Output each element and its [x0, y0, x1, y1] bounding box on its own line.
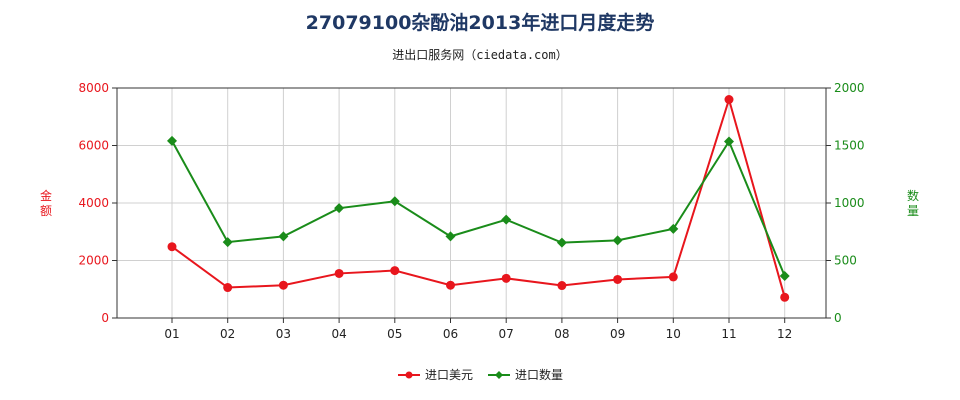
x-tick-label: 06: [443, 327, 458, 341]
left-tick-label: 4000: [78, 196, 109, 210]
chart-title: 27079100杂酚油2013年进口月度走势: [305, 12, 655, 34]
series-line-2: [171, 139, 786, 277]
chart-subtitle: 进出口服务网（ciedata.com）: [392, 48, 568, 62]
legend: 进口美元 进口数量: [398, 367, 563, 382]
x-tick-label: 05: [387, 327, 402, 341]
data-point-amount: [780, 292, 790, 302]
data-point-amount: [501, 273, 511, 283]
series: [167, 95, 790, 302]
right-tick-label: 500: [834, 254, 857, 268]
legend-label-1: 进口美元: [425, 368, 473, 382]
right-tick-label: 1000: [834, 196, 865, 210]
data-point-amount: [724, 95, 734, 104]
data-point-quantity: [278, 231, 289, 242]
data-point-amount: [668, 272, 678, 282]
series-line-1: [171, 95, 786, 298]
data-point-quantity: [501, 214, 512, 225]
data-point-amount: [167, 242, 177, 252]
data-point-quantity: [167, 135, 177, 146]
right-tick-label: 0: [834, 311, 842, 325]
grid: [117, 87, 826, 318]
data-point-amount: [278, 280, 288, 290]
x-tick-label: 11: [721, 327, 736, 341]
x-tick-label: 12: [777, 327, 792, 341]
legend-marker-amount: [405, 371, 413, 379]
data-point-amount: [334, 268, 344, 278]
data-point-amount: [446, 280, 455, 290]
left-tick-label: 2000: [78, 254, 109, 268]
left-tick-label: 0: [101, 311, 109, 325]
data-point-amount: [223, 283, 233, 293]
x-tick-label: 04: [331, 327, 346, 341]
axes: 0 2000 4000 6000 8000 0 500 1000 1500 2000 01 02 03 0…: [40, 81, 919, 341]
data-point-quantity: [724, 136, 734, 147]
data-point-quantity: [334, 203, 345, 214]
left-axis-title: 金额: [40, 188, 52, 218]
right-tick-label: 2000: [834, 81, 865, 95]
x-tick-label: 07: [499, 327, 514, 341]
left-tick-label: 6000: [78, 139, 109, 153]
x-tick-label: 08: [554, 327, 569, 341]
data-point-quantity: [389, 196, 400, 207]
data-point-quantity: [445, 231, 456, 242]
legend-label-2: 进口数量: [515, 367, 563, 382]
left-tick-label: 8000: [78, 81, 109, 95]
data-point-amount: [557, 281, 567, 291]
data-point-quantity: [779, 271, 790, 282]
right-tick-label: 1500: [834, 139, 865, 153]
data-point-amount: [390, 266, 400, 276]
data-point-quantity: [222, 237, 233, 248]
x-tick-label: 10: [666, 327, 681, 341]
data-point-amount: [613, 274, 623, 284]
x-tick-label: 09: [610, 327, 625, 341]
x-tick-label: 02: [220, 327, 235, 341]
x-tick-label: 01: [164, 327, 179, 341]
x-tick-label: 03: [276, 327, 291, 341]
data-point-quantity: [612, 235, 623, 246]
legend-marker-quantity: [495, 371, 503, 379]
right-axis-title: 数量: [907, 188, 919, 218]
data-point-quantity: [556, 237, 567, 248]
data-point-quantity: [668, 223, 679, 234]
